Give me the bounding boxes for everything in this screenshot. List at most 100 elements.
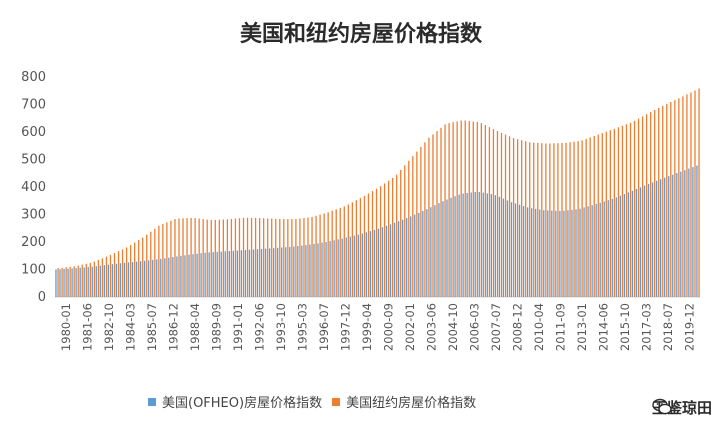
bar-us — [200, 253, 202, 297]
bar-us — [539, 209, 541, 297]
bar-us — [329, 241, 331, 297]
bar-us — [635, 188, 638, 297]
bar-us — [684, 170, 686, 297]
x-tick-label: 1984-03 — [123, 303, 137, 351]
x-tick-label: 1989-09 — [209, 303, 223, 351]
bar-ny — [383, 183, 386, 297]
bar-us — [365, 232, 368, 297]
bar-ny — [258, 218, 261, 297]
bar-us — [345, 237, 347, 297]
bar-ny — [553, 143, 555, 297]
bar-ny — [206, 219, 208, 297]
bar-us — [389, 224, 392, 297]
bar-ny — [404, 165, 406, 297]
bar-ny — [299, 218, 301, 297]
bar-ny — [230, 218, 233, 297]
chart-legend: 美国(OFHEO)房屋价格指数 美国纽约房屋价格指数 — [148, 392, 476, 411]
wechat-icon — [652, 398, 672, 415]
bar-ny — [670, 101, 672, 298]
bar-us — [321, 242, 323, 297]
bar-ny — [97, 259, 100, 297]
bar-us — [551, 210, 553, 297]
x-tick-label: 1982-10 — [102, 303, 116, 351]
bar-us — [256, 249, 259, 297]
bar-us — [216, 251, 218, 297]
bar-ny — [496, 130, 499, 297]
bar-us — [309, 244, 311, 297]
y-tick-label: 0 — [38, 290, 46, 305]
bar-ny — [452, 122, 454, 297]
bar-us — [434, 205, 436, 297]
bar-ny — [93, 261, 95, 297]
bar-us — [555, 210, 557, 297]
bar-ny — [480, 123, 482, 297]
bar-ny — [516, 139, 519, 297]
bar-us — [494, 195, 497, 297]
bar-ny — [307, 217, 309, 297]
x-tick-label: 2017-03 — [639, 303, 653, 351]
bar-us — [522, 206, 525, 297]
y-tick-label: 300 — [21, 208, 46, 223]
bar-ny — [303, 218, 305, 297]
bar-ny — [113, 253, 116, 297]
bar-ny — [65, 267, 67, 297]
bar-us — [543, 210, 545, 297]
bar-ny — [182, 218, 184, 297]
bar-ny — [645, 114, 648, 297]
bar-us — [228, 251, 230, 297]
bar-us — [498, 196, 501, 297]
bar-us — [672, 174, 674, 297]
bar-ny — [682, 96, 684, 297]
bar-us — [418, 212, 420, 297]
bar-us — [277, 247, 279, 297]
bar-ny — [420, 146, 422, 297]
x-tick-label: 2015-10 — [618, 303, 632, 351]
bar-ny — [529, 142, 531, 297]
bar-us — [422, 210, 424, 297]
bar-us — [204, 252, 206, 297]
bar-us — [95, 266, 97, 297]
bar-ny — [678, 98, 680, 297]
bar-us — [603, 201, 605, 297]
bar-ny — [363, 195, 366, 297]
bar-us — [317, 243, 319, 297]
x-tick-label: 1996-07 — [317, 303, 331, 351]
bar-us — [414, 214, 416, 297]
bar-us — [119, 263, 122, 297]
bar-ny — [226, 219, 229, 297]
bar-ny — [432, 134, 434, 297]
bar-us — [575, 209, 577, 297]
bar-ny — [424, 142, 426, 297]
x-tick-label: 1991-01 — [231, 303, 245, 351]
x-tick-label: 1997-12 — [338, 303, 352, 351]
bar-us — [305, 245, 307, 297]
bar-ny — [460, 120, 462, 297]
bar-us — [337, 239, 339, 297]
bar-ny — [73, 266, 75, 297]
bar-us — [208, 252, 210, 297]
bar-us — [470, 192, 472, 297]
bar-ny — [371, 191, 374, 297]
chart-title: 美国和纽约房屋价格指数 — [239, 21, 482, 47]
bar-us — [393, 222, 396, 297]
bar-ny — [311, 216, 313, 297]
bar-us — [611, 198, 613, 297]
bar-ny — [109, 254, 112, 297]
bar-ny — [464, 120, 466, 297]
bar-us — [369, 231, 372, 297]
bar-us — [325, 241, 327, 297]
bar-ny — [174, 219, 176, 297]
bar-us — [547, 210, 549, 297]
bar-us — [63, 268, 65, 297]
bar-ny — [448, 123, 450, 297]
bar-ny — [222, 219, 224, 297]
bar-us — [224, 251, 226, 297]
bar-us — [123, 262, 126, 297]
bar-us — [692, 167, 694, 297]
bar-us — [301, 245, 303, 297]
bar-ny — [456, 121, 458, 297]
bar-ny — [698, 88, 700, 297]
bar-ny — [601, 133, 603, 297]
bar-us — [619, 195, 621, 297]
x-tick-label: 1980-01 — [59, 303, 73, 351]
